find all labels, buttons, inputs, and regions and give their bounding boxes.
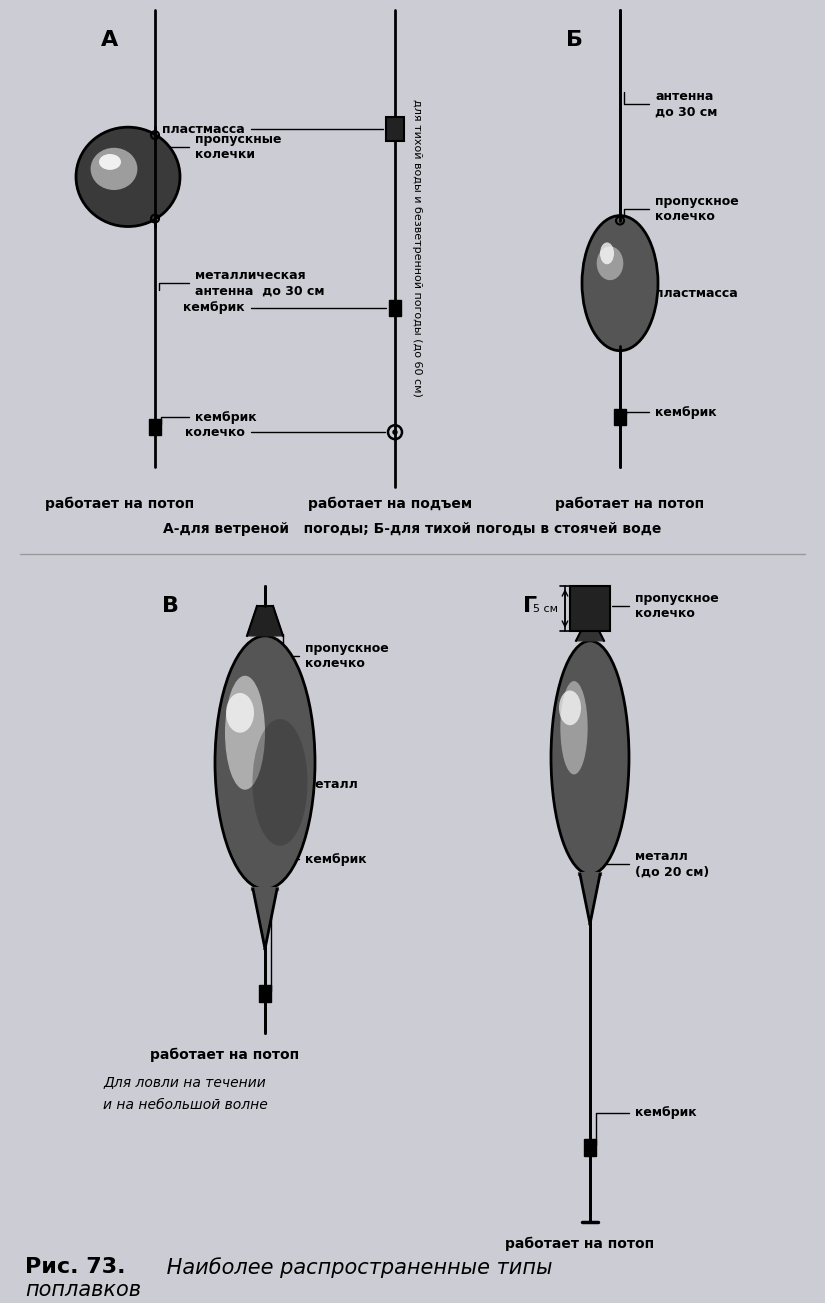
Bar [570, 586, 610, 631]
Text: и на небольшой волне: и на небольшой волне [102, 1098, 267, 1111]
Text: работает на потоп: работает на потоп [45, 496, 195, 511]
Ellipse shape [560, 681, 587, 774]
Text: Б: Б [567, 30, 583, 50]
Text: металлическая
антенна  до 30 см: металлическая антенна до 30 см [159, 270, 324, 297]
Text: работает на потоп: работает на потоп [555, 496, 705, 511]
Text: металл: металл [273, 778, 358, 839]
Bar [389, 300, 401, 315]
Text: Г: Г [523, 595, 537, 616]
Text: пропускные
колечки: пропускные колечки [159, 133, 281, 162]
Text: А: А [101, 30, 119, 50]
Ellipse shape [225, 676, 265, 790]
Bar [386, 117, 404, 141]
Ellipse shape [551, 641, 629, 874]
Text: кембрик: кембрик [271, 853, 366, 990]
Text: металл
(до 20 см): металл (до 20 см) [601, 851, 710, 878]
Text: пропускное
колечко: пропускное колечко [283, 633, 389, 670]
Ellipse shape [559, 691, 581, 726]
Text: Рис. 73.: Рис. 73. [25, 1257, 125, 1277]
Polygon shape [247, 606, 283, 636]
Ellipse shape [99, 154, 121, 169]
Bar [584, 1139, 596, 1157]
Text: кембрик: кембрик [161, 410, 257, 425]
Ellipse shape [76, 128, 180, 227]
Text: А-для ветреной   погоды; Б-для тихой погоды в стоячей воде: А-для ветреной погоды; Б-для тихой погод… [163, 521, 661, 536]
Text: для тихой воды и безветренной погоды (до 60 см): для тихой воды и безветренной погоды (до… [412, 99, 422, 397]
Polygon shape [253, 889, 277, 949]
Text: работает на потоп: работает на потоп [150, 1048, 299, 1062]
Text: кембрик: кембрик [626, 405, 717, 418]
Text: пластмасса: пластмасса [163, 122, 384, 136]
Ellipse shape [91, 147, 138, 190]
Text: 5 см: 5 см [533, 603, 558, 614]
Text: колечко: колечко [185, 426, 385, 439]
Text: работает на подъем: работает на подъем [308, 496, 472, 511]
Ellipse shape [226, 693, 254, 732]
Text: В: В [162, 595, 178, 616]
Ellipse shape [600, 242, 614, 265]
Bar [614, 409, 626, 425]
Ellipse shape [215, 636, 315, 889]
Text: кембрик: кембрик [596, 1106, 696, 1145]
Text: антенна
до 30 см: антенна до 30 см [624, 90, 718, 119]
Text: Для ловли на течении: Для ловли на течении [104, 1075, 266, 1089]
Text: поплавков: поплавков [25, 1280, 141, 1299]
Ellipse shape [582, 215, 658, 351]
Ellipse shape [596, 246, 624, 280]
Polygon shape [580, 874, 600, 924]
Ellipse shape [252, 719, 308, 846]
Text: пластмасса: пластмасса [624, 287, 738, 300]
Circle shape [393, 430, 397, 434]
Polygon shape [576, 629, 604, 641]
Text: Наиболее распространенные типы: Наиболее распространенные типы [160, 1257, 553, 1278]
Text: пропускное
колечко: пропускное колечко [624, 194, 738, 223]
Text: работает на потоп: работает на потоп [506, 1237, 654, 1251]
Text: пропускное
колечко: пропускное колечко [612, 592, 719, 620]
Text: кембрик: кембрик [183, 301, 386, 314]
Bar [259, 985, 271, 1002]
Bar [149, 420, 161, 435]
